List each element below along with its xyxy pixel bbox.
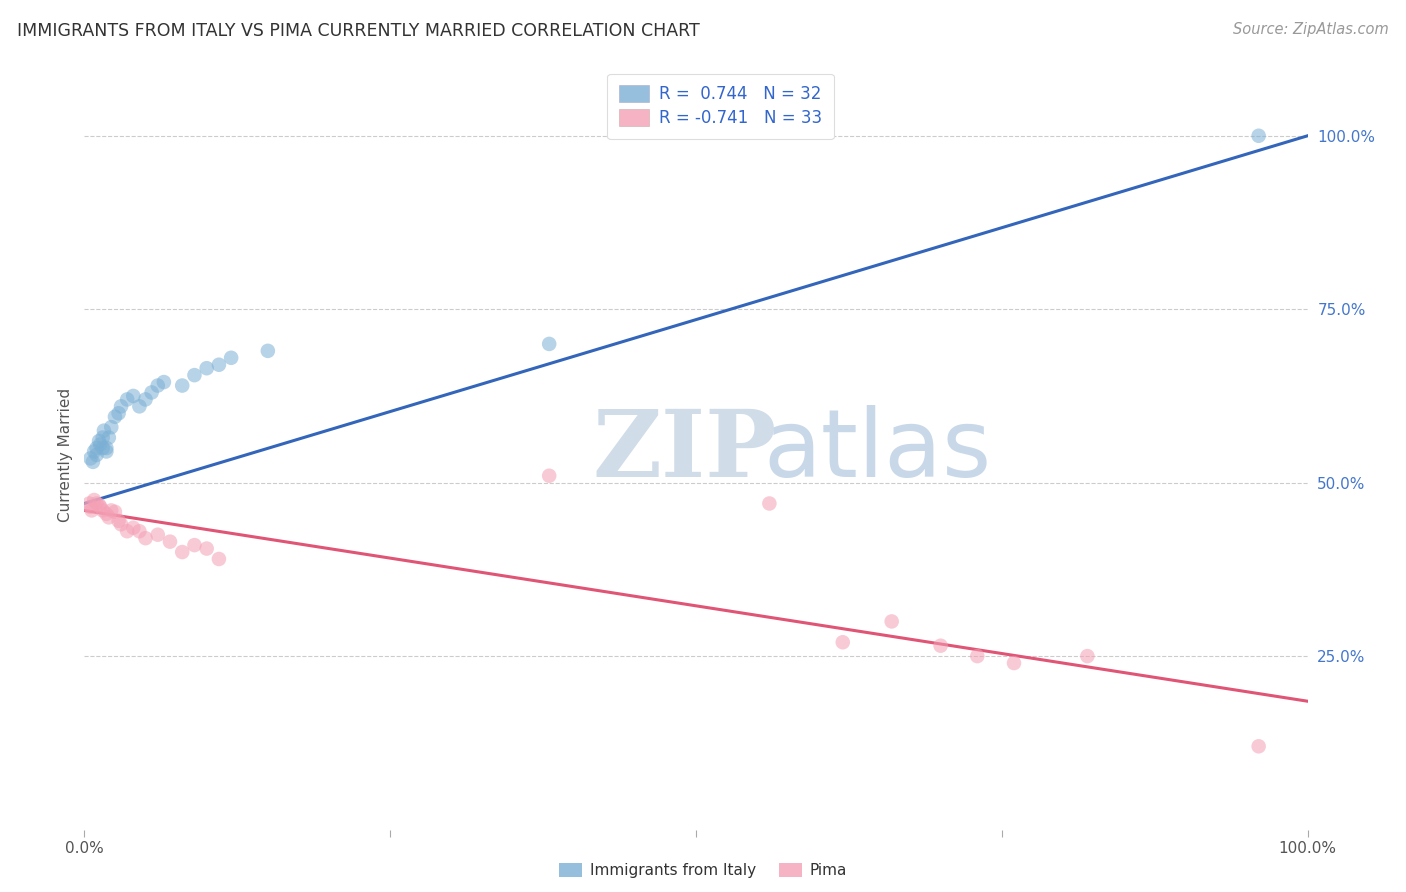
Point (83, 444, 105, 458)
Point (104, 505, 127, 519)
Text: IMMIGRANTS FROM ITALY VS PIMA CURRENTLY MARRIED CORRELATION CHART: IMMIGRANTS FROM ITALY VS PIMA CURRENTLY … (17, 22, 700, 40)
Point (100, 503, 122, 517)
Point (159, 534, 181, 549)
Text: ZIP: ZIP (592, 406, 776, 496)
Point (86, 441, 108, 455)
Point (146, 378, 169, 392)
Text: Source: ZipAtlas.com: Source: ZipAtlas.com (1233, 22, 1389, 37)
Point (87, 498, 110, 512)
Point (96, 507, 118, 521)
Point (831, 635, 853, 649)
Point (83, 493, 105, 508)
Point (146, 527, 169, 541)
Point (87, 434, 110, 448)
Point (115, 524, 138, 539)
Point (1247, 128, 1270, 143)
Point (966, 649, 988, 664)
Point (880, 615, 903, 629)
Point (91, 431, 114, 445)
Point (100, 420, 122, 434)
Y-axis label: Currently Married: Currently Married (58, 388, 73, 522)
Point (135, 531, 157, 545)
Point (79, 500, 101, 514)
Point (1247, 739, 1270, 754)
Point (128, 400, 150, 414)
Point (758, 496, 780, 510)
Point (219, 351, 242, 365)
Point (97, 510, 120, 524)
Point (1002, 656, 1025, 670)
Point (195, 541, 218, 556)
Text: atlas: atlas (763, 405, 991, 497)
Point (97, 431, 120, 445)
Point (929, 639, 952, 653)
Point (172, 378, 194, 392)
Point (115, 392, 138, 407)
Point (1076, 649, 1098, 664)
Point (107, 406, 129, 420)
Point (183, 538, 205, 552)
Point (82, 455, 104, 469)
Point (89, 500, 111, 514)
Point (86, 448, 108, 462)
Legend: Immigrants from Italy, Pima: Immigrants from Italy, Pima (553, 857, 853, 884)
Point (77, 496, 100, 510)
Point (257, 343, 280, 358)
Point (96, 444, 118, 458)
Point (107, 514, 129, 528)
Point (122, 389, 145, 403)
Point (128, 524, 150, 539)
Point (91, 441, 114, 455)
Point (172, 545, 194, 559)
Point (538, 468, 561, 483)
Point (141, 385, 163, 400)
Point (538, 337, 561, 351)
Point (122, 521, 145, 535)
Point (79, 451, 101, 466)
Point (89, 437, 111, 451)
Point (153, 375, 176, 389)
Point (104, 409, 127, 424)
Point (93, 424, 115, 438)
Legend: R =  0.744   N = 32, R = -0.741   N = 33: R = 0.744 N = 32, R = -0.741 N = 33 (607, 74, 834, 139)
Point (110, 517, 132, 532)
Point (86, 496, 108, 510)
Point (135, 392, 157, 407)
Point (91, 503, 114, 517)
Point (208, 552, 231, 566)
Point (80, 503, 103, 517)
Point (110, 400, 132, 414)
Point (96, 441, 118, 455)
Point (183, 368, 205, 383)
Point (195, 361, 218, 376)
Point (208, 358, 231, 372)
